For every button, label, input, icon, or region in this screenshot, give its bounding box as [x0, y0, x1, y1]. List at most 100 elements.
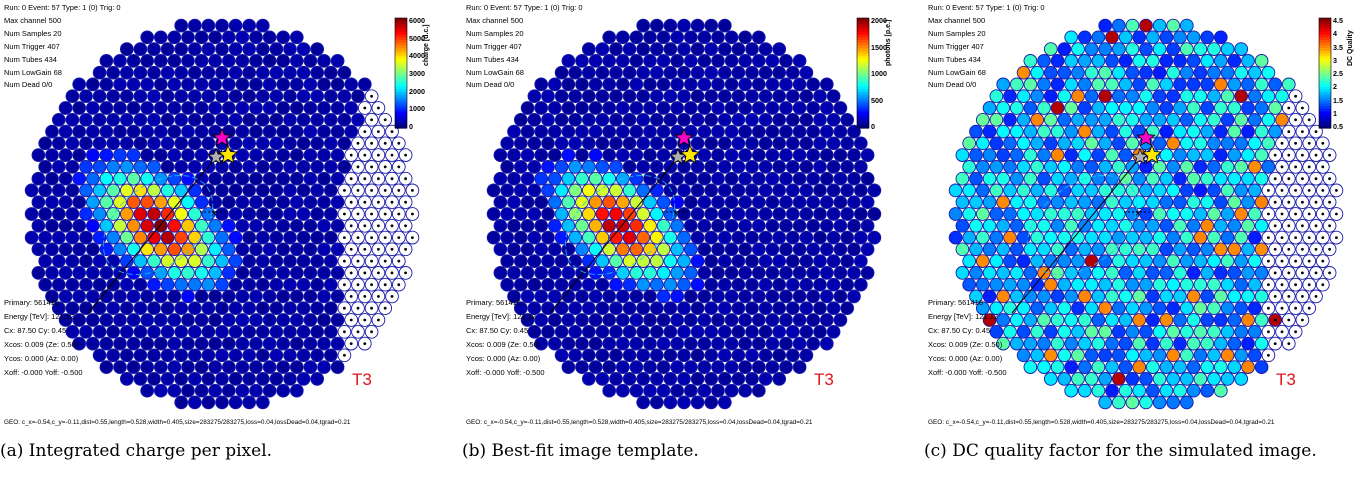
- camera-pixel: [344, 101, 359, 115]
- camera-pixel: [269, 301, 284, 316]
- camera-pixel: [269, 348, 284, 363]
- camera-pixel: [1200, 383, 1215, 398]
- camera-pixel: [1166, 277, 1181, 292]
- camera-pixel: [1179, 348, 1194, 363]
- event-info-line: Num Samples 20: [928, 28, 986, 38]
- camera-pixel: [1247, 183, 1262, 198]
- event-info-line: Max channel 500: [928, 15, 986, 25]
- camera-pixel: [989, 277, 1004, 292]
- camera-pixel: [228, 324, 243, 339]
- camera-pixel: [106, 89, 121, 104]
- colorbar-tick-label: 1.5: [1333, 95, 1343, 105]
- shower-axis: [1011, 149, 1147, 314]
- camera-pixel: [1043, 277, 1058, 292]
- camera-pixel: [160, 136, 175, 151]
- camera-pixel: [833, 124, 848, 139]
- camera-pixel: [1111, 254, 1126, 268]
- camera-pixel: [45, 148, 59, 162]
- camera-pixel: [106, 254, 121, 268]
- camera-pixel: [31, 195, 46, 210]
- camera-pixel: [1139, 112, 1153, 127]
- camera-pixel: [310, 136, 325, 151]
- camera-pixel: [588, 313, 603, 327]
- camera-pixel: [649, 301, 664, 316]
- camera-pixel: [140, 218, 155, 233]
- camera-pixel: [174, 324, 189, 339]
- camera-pixel: [1105, 242, 1119, 257]
- camera-pixel: [58, 313, 73, 327]
- camera-pixel: [1193, 112, 1208, 127]
- camera-pixel: [262, 218, 277, 233]
- camera-pixel: [1077, 360, 1092, 374]
- camera-pixel: [208, 218, 223, 233]
- camera-pixel: [228, 230, 243, 245]
- camera-pixel: [208, 54, 223, 68]
- camera-pixel: [717, 18, 732, 33]
- camera-pixel: [833, 242, 848, 257]
- camera-pixel: [779, 242, 793, 257]
- camera-pixel: [670, 383, 685, 398]
- camera-pixel: [751, 360, 766, 374]
- camera-pixel: [595, 301, 610, 316]
- camera-pixel: [1254, 289, 1269, 304]
- camera-pixel: [296, 348, 311, 363]
- camera-pixel: [310, 254, 325, 268]
- camera-pixel: [201, 42, 216, 56]
- camera-pixel: [758, 348, 773, 363]
- camera-pixel: [745, 372, 759, 386]
- camera-pixel: [1207, 207, 1221, 221]
- camera-pixel: [1111, 277, 1126, 292]
- camera-pixel: [133, 254, 148, 268]
- camera-pixel: [853, 254, 868, 268]
- camera-pixel: [283, 65, 297, 80]
- camera-pixel: [1030, 277, 1045, 292]
- camera-pixel: [731, 372, 746, 386]
- camera-pixel: [813, 254, 827, 268]
- camera-pixel: [1077, 101, 1092, 115]
- camera-pixel: [493, 266, 508, 280]
- camera-pixel: [975, 207, 990, 221]
- camera-pixel: [147, 277, 161, 292]
- camera-pixel: [85, 242, 100, 257]
- camera-pixel: [697, 242, 712, 257]
- camera-pixel: [1071, 160, 1085, 174]
- camera-pixel: [1037, 242, 1051, 257]
- shower-parameter-line: Primary: 561416: [466, 298, 522, 307]
- camera-pixel: [1186, 289, 1201, 304]
- camera-pixel: [1118, 77, 1133, 92]
- camera-pixel: [493, 195, 508, 210]
- camera-pixel: [153, 101, 168, 115]
- camera-pixel: [534, 289, 549, 304]
- camera-pixel: [636, 348, 651, 363]
- camera-pixel: [636, 160, 651, 174]
- camera-pixel: [310, 183, 325, 198]
- camera-pixel: [303, 336, 318, 351]
- camera-pixel: [541, 254, 555, 268]
- camera-pixel: [1003, 160, 1017, 174]
- camera-pixel: [697, 289, 712, 304]
- camera-pixel: [296, 136, 311, 151]
- camera-pixel: [711, 54, 725, 68]
- camera-pixel: [1159, 313, 1174, 327]
- camera-pixel: [1132, 383, 1147, 398]
- camera-pixel: [554, 65, 569, 80]
- camera-pixel: [262, 313, 277, 327]
- camera-pixel: [955, 195, 970, 210]
- camera-pixel: [1213, 360, 1228, 374]
- camera-pixel: [160, 183, 175, 198]
- event-info-line: Run: 0 Event: 57 Type: 1 (0) Trig: 0: [466, 3, 583, 12]
- camera-pixel: [228, 277, 243, 292]
- camera-pixel: [153, 360, 168, 374]
- camera-pixel: [215, 348, 229, 363]
- camera-pixel: [554, 112, 569, 127]
- camera-pixel: [724, 124, 739, 139]
- camera-pixel: [72, 313, 87, 327]
- camera-pixel: [1064, 383, 1079, 398]
- camera-pixel: [541, 324, 555, 339]
- camera-pixel: [1200, 195, 1215, 210]
- camera-pixel: [126, 218, 141, 233]
- camera-pixel: [527, 89, 542, 104]
- camera-pixel: [690, 183, 705, 198]
- camera-pixel: [296, 160, 311, 174]
- camera-pixel: [255, 395, 270, 410]
